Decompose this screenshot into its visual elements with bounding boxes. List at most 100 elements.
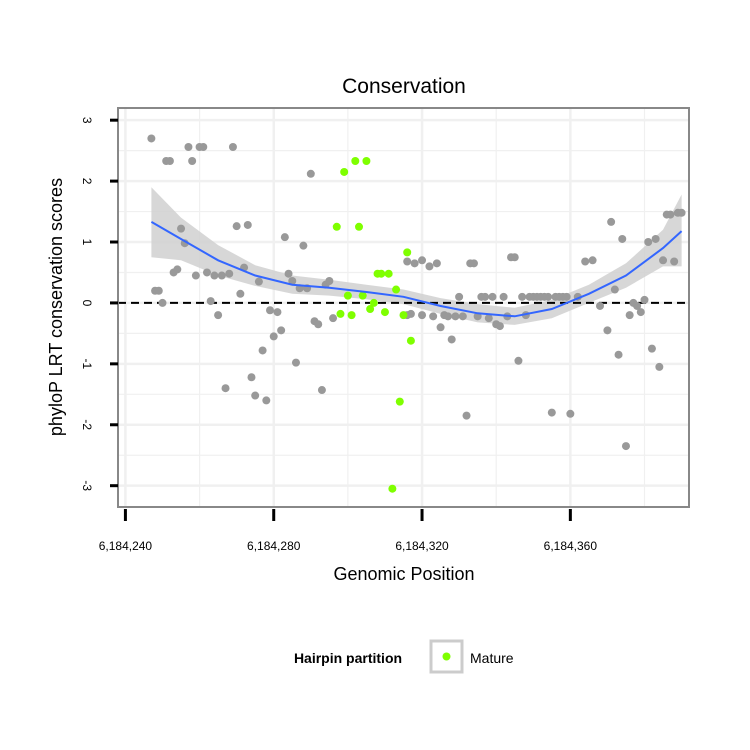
other-point [403,257,412,266]
other-point [202,268,211,277]
other-point [466,259,475,268]
other-point [499,292,508,301]
mature-point [369,298,378,307]
other-point [625,311,634,320]
confidence-band [151,187,682,325]
other-point [432,259,441,268]
mature-point [340,167,349,176]
other-point [647,344,656,353]
mature-point [362,156,371,165]
other-point [581,257,590,266]
mature-point [347,311,356,320]
ci-band [151,187,682,325]
mature-point [395,397,404,406]
mature-point [392,285,401,294]
other-point [184,142,193,151]
mature-point [377,269,386,278]
other-point [247,373,256,382]
other-point [510,253,519,262]
other-point [269,332,278,341]
other-point [566,409,575,418]
other-point [640,295,649,304]
other-point [266,306,275,315]
other-point [273,308,282,317]
other-point [214,311,223,320]
y-tick-label: -3 [80,480,94,491]
plot-panel [118,108,689,507]
other-point [221,384,230,393]
legend-label-mature: Mature [470,650,514,666]
other-point [188,156,197,165]
mature-point [380,308,389,317]
other-point [621,442,630,451]
other-point [277,326,286,335]
other-point [173,265,182,274]
x-axis-label: Genomic Position [333,564,474,584]
other-point [455,292,464,301]
legend: Hairpin partition Mature [294,639,514,674]
other-point [677,208,686,217]
other-point [329,314,338,323]
other-point [228,142,237,151]
other-point [525,292,534,301]
other-point [618,234,627,243]
mature-point [384,269,393,278]
other-point [262,396,271,405]
other-point [670,257,679,266]
other-point [418,256,427,265]
other-point [607,217,616,226]
other-point [514,356,523,365]
mature-point [399,311,408,320]
other-point [158,298,167,307]
other-point [406,309,415,318]
other-point [418,311,427,320]
other-point [254,277,263,286]
x-tick-label: 6,184,280 [247,539,301,553]
other-point [484,314,493,323]
mature-point [388,484,397,493]
other-point [443,312,452,321]
other-point [562,292,571,301]
mature-point [355,222,364,231]
other-point [518,292,527,301]
other-point [236,289,245,298]
other-point [614,350,623,359]
other-point [317,386,326,395]
other-point [495,322,504,331]
other-point [258,346,267,355]
other-point [488,292,497,301]
other-point [610,285,619,294]
other-point [436,323,445,332]
other-point [425,262,434,271]
other-point [306,169,315,178]
y-tick-label: 0 [80,300,94,307]
chart-title: Conservation [342,75,466,98]
mature-point [351,156,360,165]
other-point [659,256,668,265]
other-point [199,142,208,151]
mature-point [358,291,367,300]
other-point [636,308,645,317]
other-point [532,292,541,301]
other-point [655,362,664,371]
other-point [165,156,174,165]
y-tick-label: 1 [80,239,94,246]
y-tick-label: 2 [80,178,94,185]
other-point [651,234,660,243]
other-point [147,134,156,143]
other-point [666,210,675,219]
loess-line [150,221,683,318]
plot-border [117,107,690,508]
x-tick-label: 6,184,320 [395,539,449,553]
other-point [284,269,293,278]
other-point [410,259,419,268]
x-tick-label: 6,184,360 [544,539,598,553]
other-point [547,408,556,417]
other-point [299,241,308,250]
other-point [314,320,323,329]
other-point [588,256,597,265]
smooth-curve [150,221,683,318]
mature-point [336,309,345,318]
scatter-points [147,134,686,493]
